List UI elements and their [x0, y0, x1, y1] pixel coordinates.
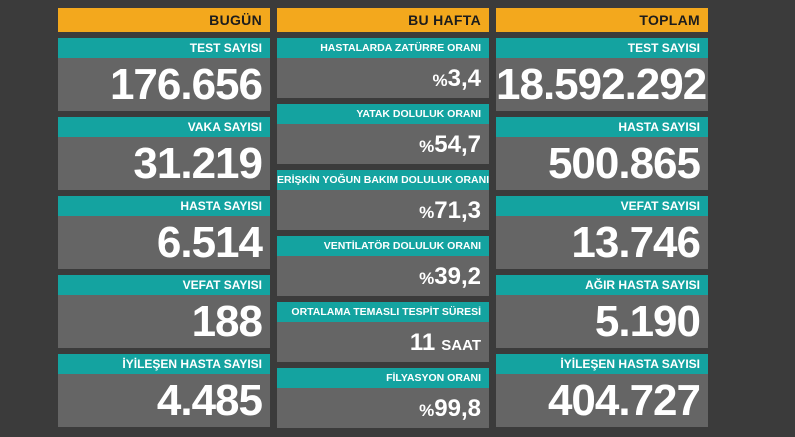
week-ventilator-block: VENTİLATÖR DOLULUK ORANI %39,2: [277, 236, 489, 296]
total-test-value: 18.592.292: [496, 58, 708, 111]
total-recovered-value: 404.727: [496, 374, 708, 427]
today-patient-label: HASTA SAYISI: [58, 196, 270, 216]
today-test-label: TEST SAYISI: [58, 38, 270, 58]
today-recovered-block: İYİLEŞEN HASTA SAYISI 4.485: [58, 354, 270, 427]
today-death-value: 188: [58, 295, 270, 348]
total-critical-value: 5.190: [496, 295, 708, 348]
percent-sign: %: [419, 401, 435, 420]
week-icu-block: ERİŞKİN YOĞUN BAKIM DOLULUK ORANI %71,3: [277, 170, 489, 230]
week-ventilator-label: VENTİLATÖR DOLULUK ORANI: [277, 236, 489, 256]
week-bed-number: 54,7: [434, 131, 481, 158]
today-recovered-value: 4.485: [58, 374, 270, 427]
total-test-block: TEST SAYISI 18.592.292: [496, 38, 708, 111]
total-patient-label: HASTA SAYISI: [496, 117, 708, 137]
week-pneumonia-label: HASTALARDA ZATÜRRE ORANI: [277, 38, 489, 58]
today-case-label: VAKA SAYISI: [58, 117, 270, 137]
today-patient-block: HASTA SAYISI 6.514: [58, 196, 270, 269]
total-patient-value: 500.865: [496, 137, 708, 190]
today-death-block: VEFAT SAYISI 188: [58, 275, 270, 348]
week-pneumonia-block: HASTALARDA ZATÜRRE ORANI %3,4: [277, 38, 489, 98]
week-header: BU HAFTA: [277, 8, 489, 32]
total-header: TOPLAM: [496, 8, 708, 32]
week-icu-value: %71,3: [277, 190, 489, 230]
week-contact-number: 11: [409, 329, 436, 356]
week-bed-block: YATAK DOLULUK ORANI %54,7: [277, 104, 489, 164]
total-recovered-block: İYİLEŞEN HASTA SAYISI 404.727: [496, 354, 708, 427]
week-filiation-value: %99,8: [277, 388, 489, 428]
week-contact-value: 11 SAAT: [277, 322, 489, 362]
today-patient-value: 6.514: [58, 216, 270, 269]
today-death-label: VEFAT SAYISI: [58, 275, 270, 295]
total-death-value: 13.746: [496, 216, 708, 269]
total-recovered-label: İYİLEŞEN HASTA SAYISI: [496, 354, 708, 374]
week-column: BU HAFTA HASTALARDA ZATÜRRE ORANI %3,4 Y…: [277, 8, 489, 434]
week-icu-label: ERİŞKİN YOĞUN BAKIM DOLULUK ORANI: [277, 170, 489, 190]
percent-sign: %: [419, 269, 435, 288]
today-test-value: 176.656: [58, 58, 270, 111]
week-ventilator-number: 39,2: [434, 263, 481, 290]
week-contact-label: ORTALAMA TEMASLI TESPİT SÜRESİ: [277, 302, 489, 322]
week-filiation-number: 99,8: [434, 395, 481, 422]
total-test-label: TEST SAYISI: [496, 38, 708, 58]
percent-sign: %: [419, 203, 435, 222]
total-critical-block: AĞIR HASTA SAYISI 5.190: [496, 275, 708, 348]
week-bed-label: YATAK DOLULUK ORANI: [277, 104, 489, 124]
total-death-block: VEFAT SAYISI 13.746: [496, 196, 708, 269]
today-header: BUGÜN: [58, 8, 270, 32]
today-test-block: TEST SAYISI 176.656: [58, 38, 270, 111]
total-death-label: VEFAT SAYISI: [496, 196, 708, 216]
week-icu-number: 71,3: [434, 197, 481, 224]
week-ventilator-value: %39,2: [277, 256, 489, 296]
week-pneumonia-number: 3,4: [447, 65, 481, 92]
percent-sign: %: [432, 71, 448, 90]
today-column: BUGÜN TEST SAYISI 176.656 VAKA SAYISI 31…: [58, 8, 270, 433]
week-bed-value: %54,7: [277, 124, 489, 164]
today-case-value: 31.219: [58, 137, 270, 190]
total-column: TOPLAM TEST SAYISI 18.592.292 HASTA SAYI…: [496, 8, 708, 433]
total-patient-block: HASTA SAYISI 500.865: [496, 117, 708, 190]
week-filiation-label: FİLYASYON ORANI: [277, 368, 489, 388]
week-contact-unit: SAAT: [441, 337, 481, 354]
total-critical-label: AĞIR HASTA SAYISI: [496, 275, 708, 295]
week-contact-block: ORTALAMA TEMASLI TESPİT SÜRESİ 11 SAAT: [277, 302, 489, 362]
today-recovered-label: İYİLEŞEN HASTA SAYISI: [58, 354, 270, 374]
week-filiation-block: FİLYASYON ORANI %99,8: [277, 368, 489, 428]
week-pneumonia-value: %3,4: [277, 58, 489, 98]
percent-sign: %: [419, 137, 435, 156]
today-case-block: VAKA SAYISI 31.219: [58, 117, 270, 190]
